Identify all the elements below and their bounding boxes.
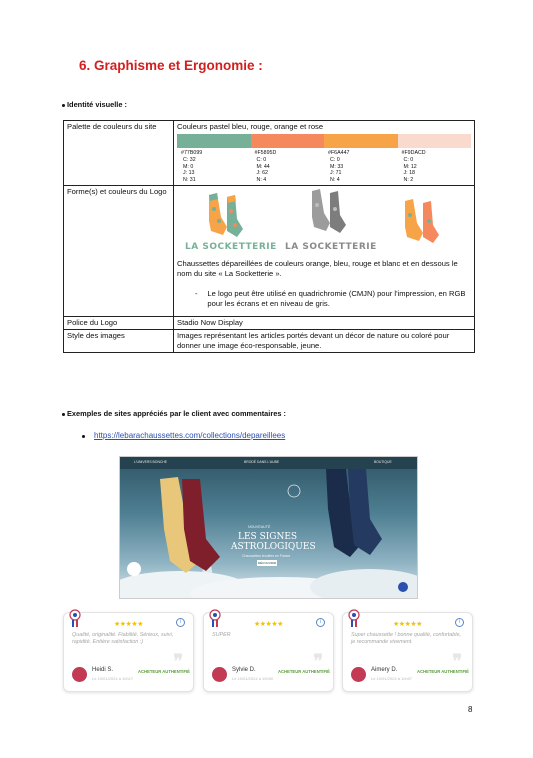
hero-subtitle: Chaussettes brodées en France xyxy=(242,554,291,558)
rating-stars: ★★★★★ xyxy=(114,621,143,628)
small-socks-icon xyxy=(405,198,439,243)
bullet-icon xyxy=(62,413,65,416)
example-site-screenshot: L'UNIVERS BONCHE BRODÉ DANS L'AUBE BOUTI… xyxy=(119,456,418,599)
quote-icon: ❞ xyxy=(173,651,183,671)
color-code: #F9DACD C: 0 M: 12 J: 18 N: 2 xyxy=(401,150,426,184)
site-nav-bar xyxy=(120,457,417,469)
hero-illustration xyxy=(120,469,417,598)
note-dash: - xyxy=(195,288,198,298)
avatar xyxy=(72,667,87,682)
avatar xyxy=(212,667,227,682)
review-text: SUPER xyxy=(212,632,231,638)
bullet-icon xyxy=(62,104,65,107)
verified-buyer-label: ACHETEUR AUTHENTIFIÉ xyxy=(138,669,190,674)
color-code: #F6A447 C: 0 M: 33 J: 71 N: 4 xyxy=(328,150,350,184)
logo-cell: LA SOCKETTERIE LA SOCKETTERIE Chaussette… xyxy=(173,184,475,317)
visual-identity-table: Palette de couleurs du site Couleurs pas… xyxy=(63,120,475,353)
logo-variants: LA SOCKETTERIE LA SOCKETTERIE xyxy=(177,187,471,255)
hero-kicker: NOUVEAUTÉ xyxy=(248,525,271,529)
logo-note-text: Le logo peut être utilisé en quadrichrom… xyxy=(207,288,466,308)
logo-description: Chaussettes dépareillées de couleurs ora… xyxy=(177,258,458,278)
verified-buyer-label: ACHETEUR AUTHENTIFIÉ xyxy=(278,669,330,674)
review-date: Le 10/01/2024 à 10h00 xyxy=(232,676,274,681)
hero-title-2: ASTROLOGIQUES xyxy=(231,542,316,552)
color-socks-icon xyxy=(209,192,243,237)
review-text: Super chaussette ! bonne qualité, confor… xyxy=(351,632,461,645)
examples-subheading: Exemples de sites appréciés par le clien… xyxy=(67,409,286,418)
identity-subheading: Identité visuelle : xyxy=(67,100,127,109)
swatch-pink xyxy=(397,134,471,148)
palette-cell: Couleurs pastel bleu, rouge, orange et r… xyxy=(173,120,475,186)
hero-cta-button[interactable]: DÉCOUVRIR xyxy=(257,560,277,566)
grey-socks-icon xyxy=(312,188,346,233)
swatch-green xyxy=(177,134,251,148)
review-card: ★★★★★ i Qualité, originalité. Fiabilité.… xyxy=(63,609,194,692)
swatch-red xyxy=(250,134,324,148)
site-nav-right: BOUTIQUE xyxy=(374,460,392,464)
verified-buyer-label: ACHETEUR AUTHENTIFIÉ xyxy=(417,669,469,674)
rating-stars: ★★★★★ xyxy=(254,621,283,628)
swatch-orange xyxy=(324,134,398,148)
image-style-label: Style des images xyxy=(63,328,174,353)
quote-icon: ❞ xyxy=(452,651,462,671)
rating-stars: ★★★★★ xyxy=(393,621,422,628)
site-nav-left: L'UNIVERS BONCHE xyxy=(134,460,168,464)
color-code: #F5895D C: 0 M: 44 J: 62 N: 4 xyxy=(254,150,277,184)
review-text: Qualité, originalité. Fiabilité. Sérieux… xyxy=(72,632,174,645)
page-number: 8 xyxy=(468,705,473,714)
font-value: Stadio Now Display xyxy=(173,315,475,330)
logo-label: Forme(s) et couleurs du Logo xyxy=(63,184,174,317)
verified-badge-icon xyxy=(69,609,81,627)
quote-icon: ❞ xyxy=(313,651,323,671)
example-site-link[interactable]: https://lebarachaussettes.com/collection… xyxy=(94,431,286,440)
info-icon[interactable]: i xyxy=(316,618,325,627)
reviewer-name: Heidi S. xyxy=(92,667,114,673)
review-card: ★★★★★ i SUPER ❞ Sylvie D. Le 10/01/2024 … xyxy=(203,609,334,692)
palette-label: Palette de couleurs du site xyxy=(63,120,174,186)
section-heading: 6. Graphisme et Ergonomie : xyxy=(79,58,263,73)
reviewer-name: Sylvie D. xyxy=(232,667,256,673)
palette-text: Couleurs pastel bleu, rouge, orange et r… xyxy=(177,122,324,131)
avatar xyxy=(351,667,366,682)
info-icon[interactable]: i xyxy=(176,618,185,627)
image-style-value: Images représentant les articles portés … xyxy=(173,328,475,353)
review-date: Le 10/01/2024 à 10h07 xyxy=(371,676,413,681)
logo-color-text: LA SOCKETTERIE xyxy=(185,241,277,252)
verified-badge-icon xyxy=(209,609,221,627)
logo-grey-text: LA SOCKETTERIE xyxy=(285,241,377,252)
font-label: Police du Logo xyxy=(63,315,174,330)
review-card: ★★★★★ i Super chaussette ! bonne qualité… xyxy=(342,609,473,692)
bullet-icon xyxy=(82,435,85,438)
verified-badge-icon xyxy=(348,609,360,627)
review-date: Le 10/01/2024 à 10h17 xyxy=(92,676,134,681)
info-icon[interactable]: i xyxy=(455,618,464,627)
palette-codes: #77B099 C: 32 M: 0 J: 13 N: 31 #F5895D C… xyxy=(177,150,471,184)
palette-swatches xyxy=(177,134,471,148)
reviewer-name: Aimery D. xyxy=(371,667,398,673)
site-nav-center: BRODÉ DANS L'AUBE xyxy=(244,460,280,464)
hero-title-1: LES SIGNES xyxy=(238,532,298,542)
logo-note: - Le logo peut être utilisé en quadrichr… xyxy=(195,289,471,309)
color-code: #77B099 C: 32 M: 0 J: 13 N: 31 xyxy=(181,150,203,184)
